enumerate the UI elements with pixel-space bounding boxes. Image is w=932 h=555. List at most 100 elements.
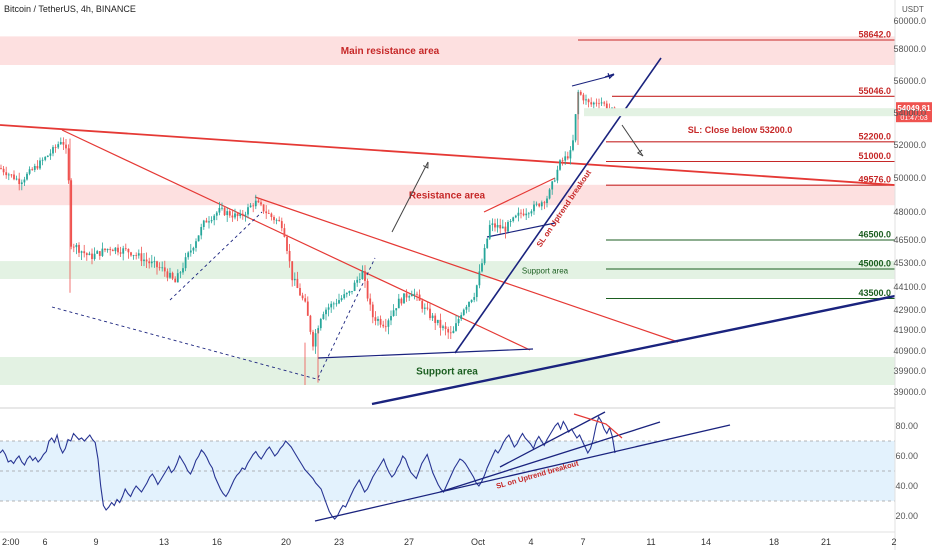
level-label-58642: 58642.0: [858, 30, 891, 40]
candle-body-193: [501, 226, 504, 229]
candle-body-194: [504, 226, 507, 232]
candle-body-13: [33, 165, 36, 170]
candle-body-46: [119, 252, 122, 254]
candle-body-79: [205, 220, 208, 223]
dash-1: [51, 306, 321, 381]
candle-body-151: [392, 310, 395, 317]
candle-body-75: [195, 241, 197, 248]
blue-steep-uptrend: [454, 57, 662, 354]
candle-body-5: [13, 174, 15, 180]
candle-body-148: [384, 326, 387, 328]
candle-body-70: [182, 268, 184, 273]
candle-body-88: [228, 211, 231, 216]
candle-body-123: [319, 318, 322, 329]
candle-body-85: [221, 207, 223, 209]
rsi-line: [0, 415, 616, 520]
sl-label: SL: Close below 53200.0: [688, 125, 793, 135]
candle-body-65: [169, 272, 171, 278]
candle-body-201: [522, 213, 525, 216]
candle-body-37: [96, 251, 99, 254]
zone-label-support: Support area: [416, 367, 478, 378]
candle-body-130: [338, 300, 340, 304]
red-diag-2: [254, 196, 679, 343]
price-tick-9: 44100.0: [893, 282, 926, 292]
blue-channel-low: [486, 222, 556, 238]
candle-body-67: [174, 278, 177, 283]
candle-body-215: [559, 160, 561, 170]
candle-body-56: [145, 259, 148, 262]
price-tick-0: 60000.0: [893, 16, 926, 26]
candle-body-208: [540, 202, 543, 207]
candle-body-12: [31, 169, 34, 171]
candle-body-8: [20, 182, 23, 185]
levels-layer: 58642.0 55046.0 52200.0 51000.0 49576.0 46500…: [578, 30, 895, 300]
candle-body-163: [423, 307, 426, 309]
candle-body-86: [223, 207, 226, 216]
candle-body-61: [158, 267, 161, 269]
candle-body-15: [39, 160, 41, 169]
candle-body-105: [273, 217, 275, 221]
candle-body-33: [85, 253, 88, 256]
candle-body-154: [400, 298, 403, 304]
sl-diagonal-label: SL on Uptrend breakout: [535, 168, 594, 249]
candle-body-166: [431, 315, 434, 319]
candle-body-38: [98, 251, 101, 256]
candle-body-161: [418, 294, 421, 301]
candle-body-167: [434, 315, 437, 323]
level-label-52200: 52200.0: [858, 131, 891, 141]
candle-body-58: [150, 261, 153, 264]
candle-body-216: [561, 160, 564, 162]
candle-body-14: [36, 165, 39, 169]
candle-body-66: [171, 272, 174, 279]
candle-body-149: [387, 320, 390, 327]
candle-body-72: [187, 252, 190, 258]
zone-label-support-mid: Support area: [522, 267, 569, 276]
candle-body-94: [244, 214, 247, 216]
candle-body-220: [572, 140, 574, 151]
candle-body-25: [65, 144, 67, 149]
candle-body-213: [553, 180, 556, 182]
zone-support-mid: [0, 261, 895, 279]
candle-body-158: [410, 294, 413, 297]
candle-body-189: [491, 223, 494, 225]
candle-body-32: [83, 251, 86, 254]
candle-body-39: [101, 248, 104, 256]
candle-body-169: [439, 319, 442, 328]
candle-body-226: [587, 99, 590, 103]
candle-body-22: [57, 144, 60, 148]
level-label-46500: 46500.0: [858, 230, 891, 240]
current-price-countdown: 01:47:03: [900, 115, 927, 122]
candle-body-96: [249, 205, 252, 208]
candle-body-20: [52, 147, 54, 154]
arrow-up-resistance-shaft: [391, 161, 429, 233]
blue-major-uptrend: [371, 294, 896, 406]
candle-body-10: [26, 173, 28, 180]
currency-label: USDT: [902, 5, 924, 14]
candle-body-184: [478, 271, 481, 286]
candle-body-224: [582, 94, 585, 101]
candle-body-27: [70, 180, 73, 247]
candle-body-7: [18, 178, 21, 185]
candle-body-48: [124, 248, 127, 250]
candle-body-182: [473, 297, 476, 300]
price-tick-6: 48000.0: [893, 207, 926, 217]
candle-body-157: [408, 296, 411, 298]
time-tick-14: 21: [821, 537, 831, 547]
arrow-top-right-head: [607, 73, 615, 80]
rsi-trend-2: [439, 421, 661, 493]
candle-body-209: [543, 202, 546, 204]
candle-body-170: [442, 326, 444, 328]
candle-body-192: [499, 224, 502, 229]
candle-body-160: [416, 293, 418, 295]
candle-body-42: [109, 248, 112, 250]
candle-body-129: [335, 303, 338, 305]
candle-body-217: [564, 156, 567, 161]
candle-body-104: [270, 213, 273, 218]
candle-body-207: [538, 203, 541, 207]
candle-body-183: [475, 285, 478, 298]
candle-body-24: [62, 142, 65, 145]
candle-body-117: [304, 298, 307, 302]
level-label-43500: 43500.0: [858, 288, 891, 298]
